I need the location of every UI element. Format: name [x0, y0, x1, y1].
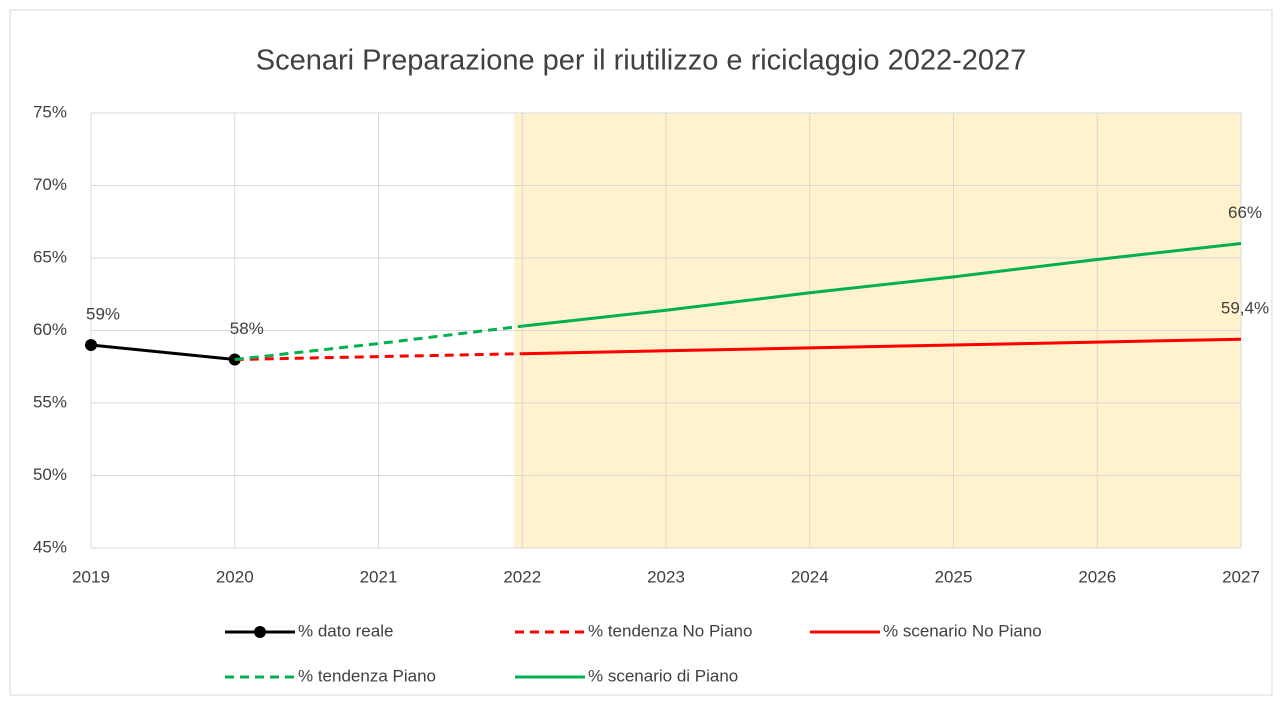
x-tick-label: 2023 [647, 567, 685, 586]
x-tick-label: 2021 [360, 567, 398, 586]
y-tick-label: 55% [33, 392, 67, 411]
series-line [90, 343, 235, 361]
y-tick-label: 60% [33, 320, 67, 339]
series-line [522, 242, 1242, 328]
legend-label: % tendenza Piano [298, 666, 436, 685]
x-tick-label: 2025 [935, 567, 973, 586]
legend-label: % scenario di Piano [588, 666, 738, 685]
data-label: 58% [230, 319, 264, 338]
x-tick-label: 2027 [1222, 567, 1260, 586]
series-line [234, 352, 523, 361]
x-tick-label: 2026 [1078, 567, 1116, 586]
x-tick-label: 2019 [72, 567, 110, 586]
data-label: 59% [86, 304, 120, 323]
data-label: 66% [1228, 203, 1262, 222]
y-tick-label: 45% [33, 537, 67, 556]
series-line [234, 324, 523, 361]
legend-label: % scenario No Piano [883, 621, 1042, 640]
series-line [522, 337, 1242, 356]
legend-label: % dato reale [298, 621, 393, 640]
chart-title: Scenari Preparazione per il riutilizzo e… [256, 45, 1027, 77]
y-tick-label: 50% [33, 465, 67, 484]
legend-marker [254, 626, 266, 638]
x-tick-label: 2020 [216, 567, 254, 586]
point-marker [85, 339, 97, 351]
x-tick-label: 2024 [791, 567, 829, 586]
y-tick-label: 70% [33, 175, 67, 194]
x-tick-label: 2022 [503, 567, 541, 586]
y-tick-label: 75% [33, 102, 67, 121]
data-label: 59,4% [1221, 299, 1269, 318]
legend-label: % tendenza No Piano [588, 621, 752, 640]
y-tick-label: 65% [33, 247, 67, 266]
